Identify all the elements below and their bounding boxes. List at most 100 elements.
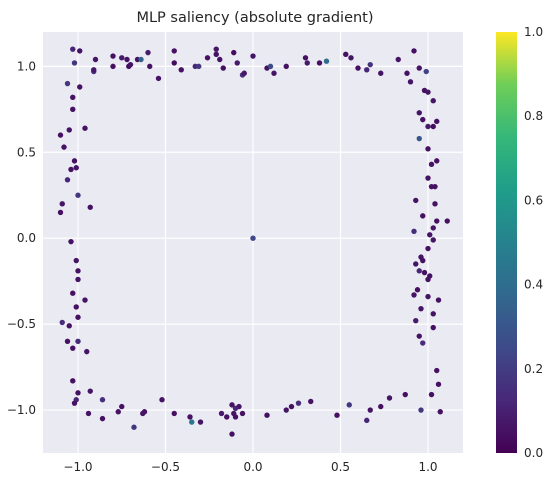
scatter-point-146	[82, 297, 88, 303]
scatter-point-43	[364, 67, 370, 73]
scatter-point-17	[171, 48, 177, 54]
scatter-point-166	[77, 84, 83, 90]
scatter-point-48	[411, 48, 417, 54]
scatter-point-54	[430, 98, 436, 104]
scatter-point-111	[239, 410, 246, 417]
scatter-point-153	[57, 209, 64, 216]
scatter-point-167	[64, 80, 71, 87]
scatter-point-38	[316, 60, 323, 66]
colorbar-tick-label-1: 0.2	[524, 362, 543, 376]
colorbar-tick-label-2: 0.4	[524, 278, 543, 292]
scatter-point-126	[140, 410, 146, 417]
scatter-point-86	[425, 293, 431, 300]
scatter-point-89	[430, 311, 436, 317]
scatter-point-94	[434, 367, 440, 374]
scatter-point-33	[267, 63, 274, 70]
scatter-point-3	[92, 56, 99, 63]
scatter-point-22	[204, 55, 211, 61]
scatter-point-27	[231, 49, 237, 56]
y-tick-label-4: 1.0	[17, 59, 36, 73]
scatter-point-69	[420, 213, 426, 219]
scatter-point-30	[241, 70, 247, 76]
scatter-point-5	[91, 67, 97, 73]
scatter-point-163	[82, 125, 88, 131]
scatter-point-73	[411, 228, 417, 235]
scatter-point-132	[87, 388, 93, 394]
scatter-point-46	[395, 56, 401, 63]
scatter-point-168	[250, 235, 256, 241]
scatter-point-156	[64, 177, 71, 183]
scatter-point-19	[178, 67, 184, 73]
scatter-point-67	[413, 197, 419, 204]
colorbar-tick-label-3: 0.6	[524, 193, 543, 207]
scatter-point-108	[288, 403, 295, 410]
scatter-point-68	[432, 201, 438, 207]
scatter-point-130	[99, 397, 106, 403]
scatter-point-121	[189, 419, 195, 425]
scatter-point-105	[334, 412, 340, 418]
scatter-point-36	[302, 55, 309, 61]
scatter-point-99	[402, 391, 408, 398]
scatter-point-141	[64, 338, 71, 345]
scatter-point-117	[224, 414, 230, 420]
y-tick-label-1: −0.5	[7, 317, 36, 331]
scatter-point-79	[413, 261, 419, 267]
scatter-point-50	[423, 68, 429, 75]
scatter-point-42	[355, 65, 361, 71]
scatter-point-148	[75, 276, 81, 283]
scatter-point-61	[425, 146, 431, 152]
scatter-point-134	[75, 390, 81, 396]
scatter-point-165	[70, 94, 76, 100]
scatter-point-107	[295, 400, 302, 406]
scatter-point-101	[378, 403, 384, 410]
scatter-point-159	[71, 158, 78, 164]
scatter-point-109	[283, 407, 289, 413]
scatter-point-37	[304, 60, 310, 66]
scatter-point-155	[75, 192, 81, 198]
scatter-point-39	[323, 58, 330, 64]
scatter-point-90	[413, 317, 419, 324]
scatter-point-28	[234, 60, 240, 66]
scatter-point-120	[197, 419, 204, 425]
x-tick-label-1: −0.5	[151, 460, 180, 474]
scatter-point-143	[66, 323, 72, 329]
scatter-point-55	[416, 110, 422, 116]
scatter-point-45	[378, 70, 384, 76]
scatter-point-145	[73, 304, 79, 310]
scatter-point-116	[229, 402, 235, 408]
scatter-point-6	[110, 63, 116, 70]
scatter-point-136	[71, 400, 78, 406]
scatter-point-137	[70, 378, 76, 384]
y-tick-label-2: 0.0	[17, 231, 36, 245]
scatter-point-63	[434, 158, 440, 164]
scatter-point-40	[343, 51, 349, 58]
scatter-point-98	[418, 407, 424, 413]
scatter-point-47	[404, 70, 410, 76]
scatter-point-122	[187, 414, 193, 420]
scatter-point-9	[124, 56, 130, 63]
scatter-point-97	[437, 409, 443, 415]
scatter-point-66	[432, 183, 438, 190]
x-tick-label-0: −1.0	[63, 460, 92, 474]
scatter-point-18	[171, 60, 177, 66]
scatter-point-1	[77, 48, 83, 54]
scatter-point-147	[70, 290, 76, 296]
scatter-point-151	[68, 238, 74, 245]
scatter-point-152	[87, 204, 93, 210]
scatter-point-85	[411, 292, 417, 298]
colorbar-tick-label-4: 0.8	[524, 109, 543, 123]
scatter-point-140	[75, 338, 81, 345]
scatter-point-23	[213, 46, 219, 52]
scatter-point-59	[434, 118, 440, 125]
scatter-point-31	[250, 53, 256, 59]
scatter-point-56	[420, 116, 426, 123]
scatter-point-142	[59, 319, 65, 326]
scatter-point-139	[70, 345, 76, 351]
scatter-point-34	[271, 70, 277, 76]
scatter-point-129	[115, 409, 121, 415]
scatter-point-24	[213, 51, 219, 58]
scatter-point-26	[220, 65, 226, 71]
scatter-point-25	[217, 56, 223, 63]
scatter-point-91	[430, 324, 436, 331]
scatter-point-160	[61, 144, 67, 150]
